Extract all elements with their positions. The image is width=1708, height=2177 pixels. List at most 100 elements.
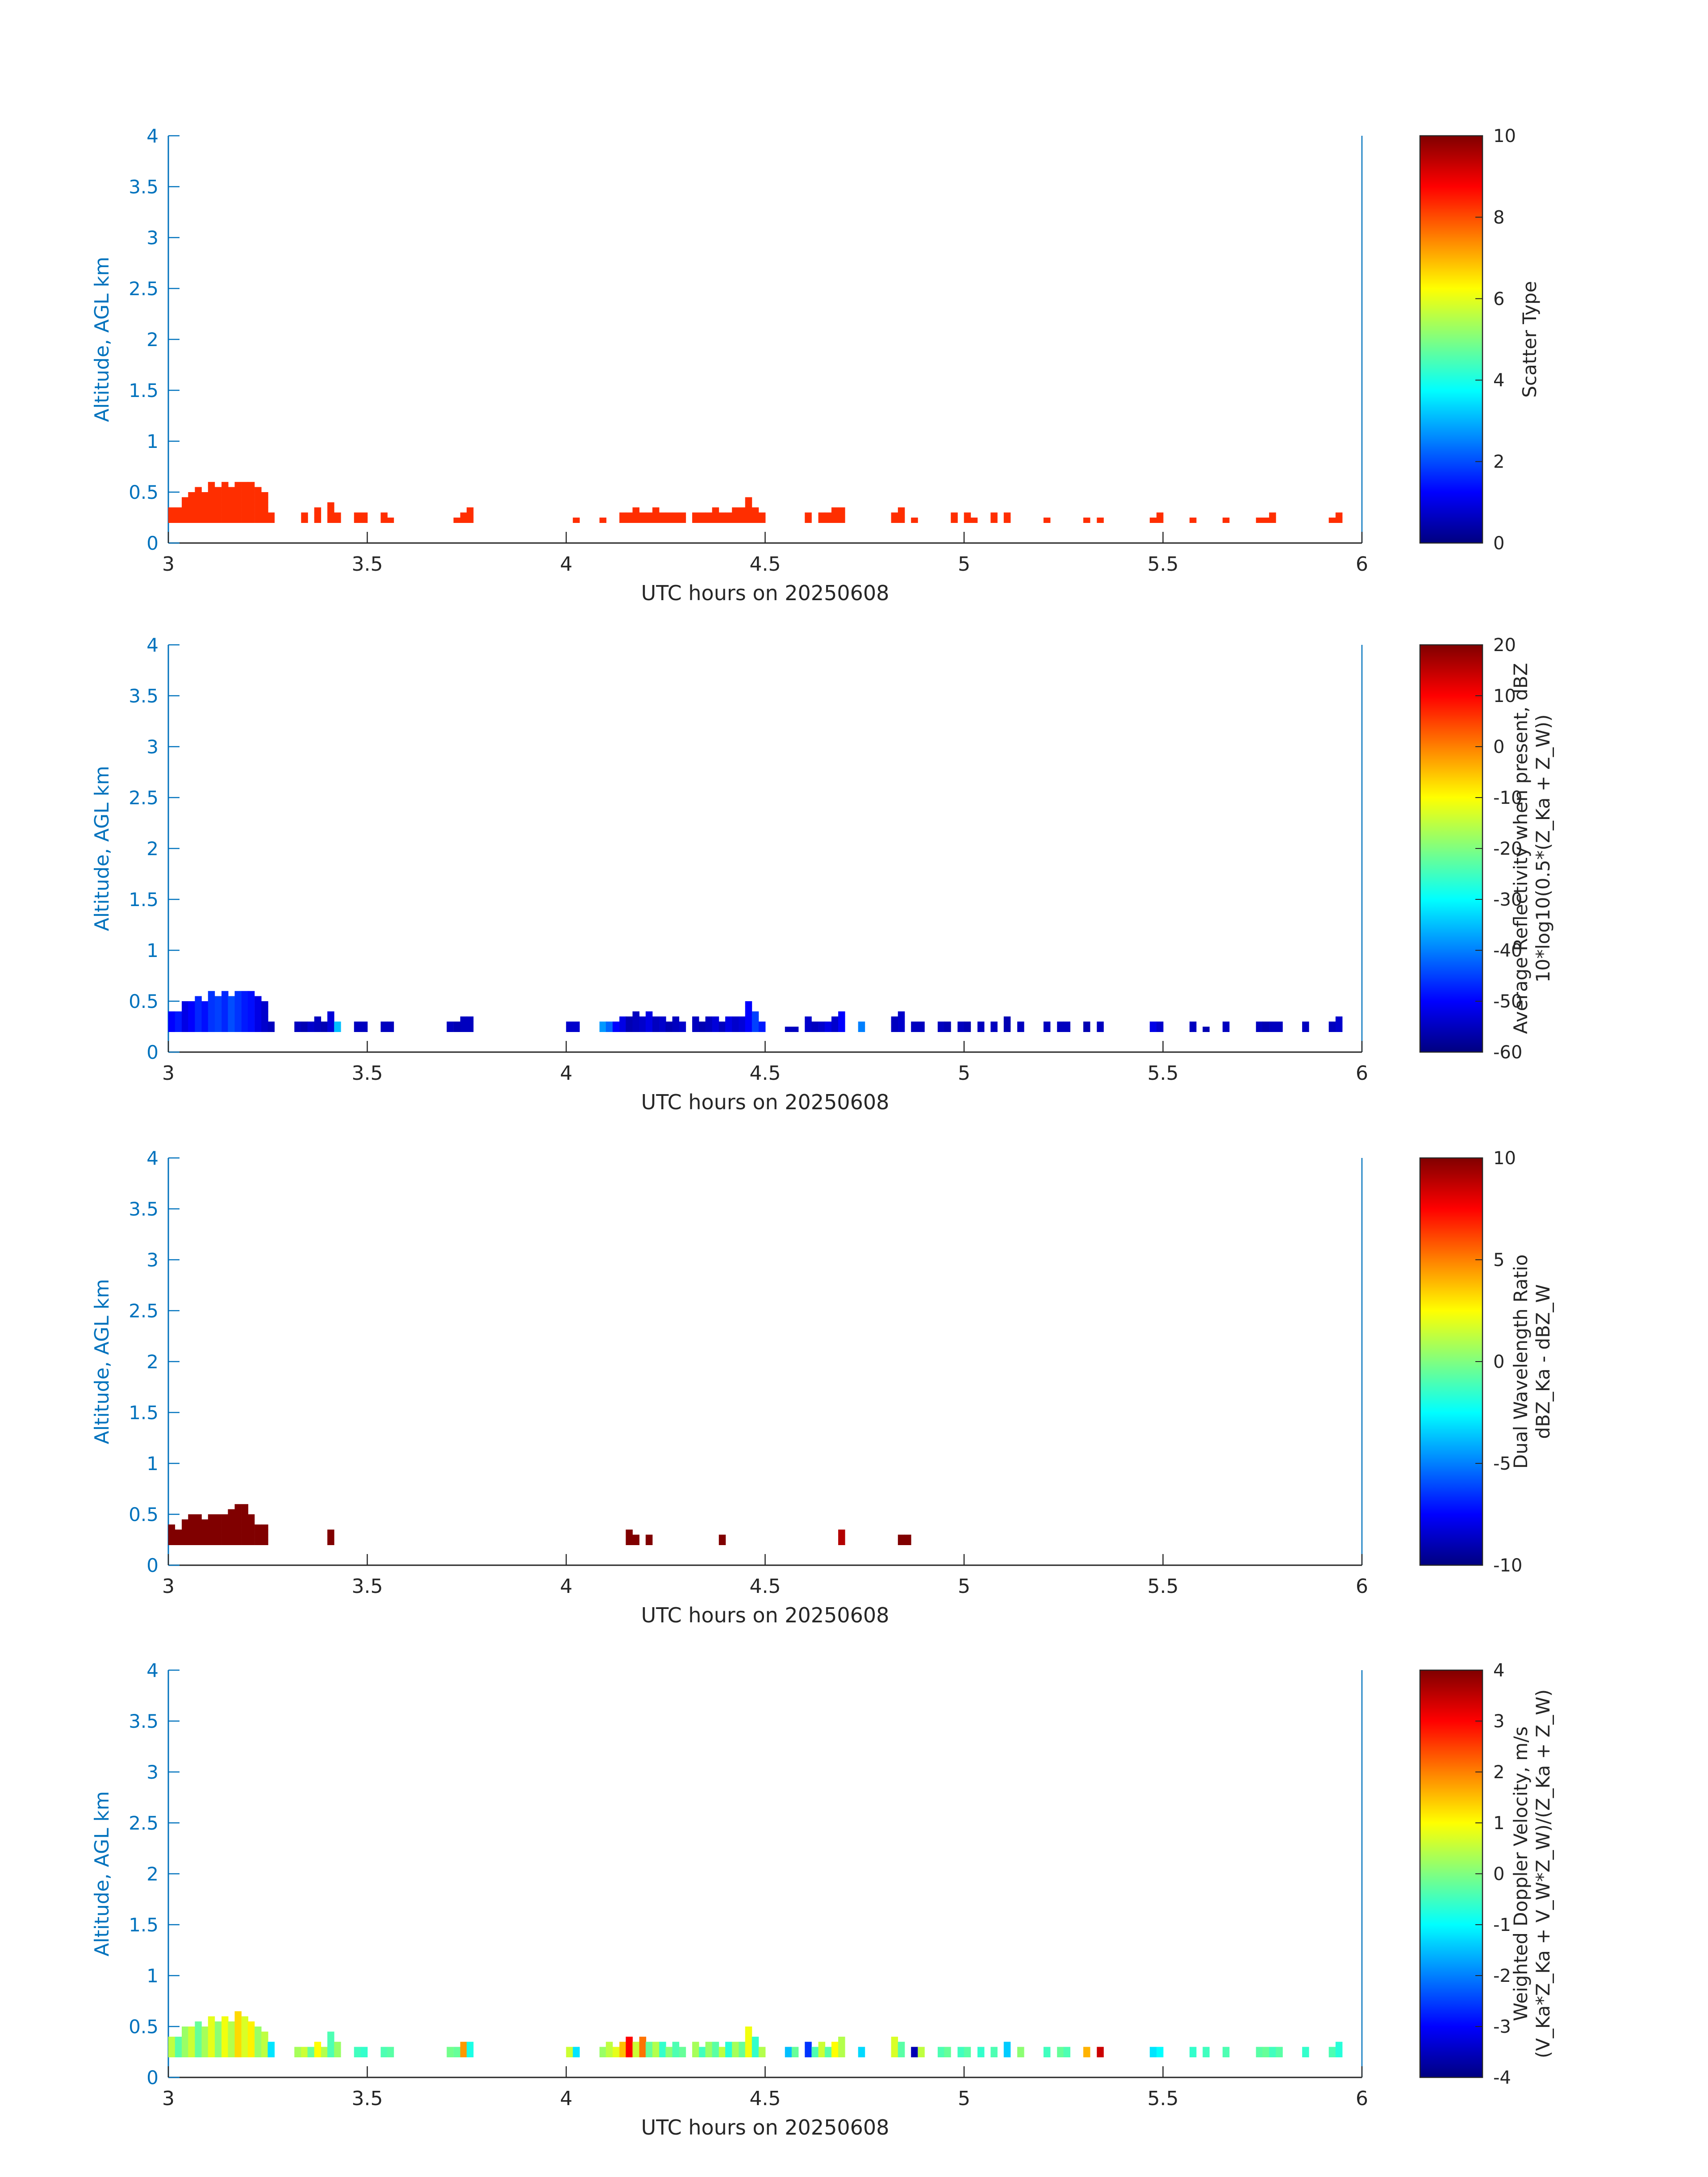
heatmap-cell xyxy=(898,1016,905,1022)
heatmap-cell xyxy=(1097,518,1104,523)
heatmap-cell xyxy=(805,2047,812,2052)
y-axis-label: Altitude, AGL km xyxy=(91,1791,113,1956)
x-tick-label: 5.5 xyxy=(1148,2087,1179,2110)
heatmap-cell xyxy=(990,2047,998,2052)
heatmap-cell xyxy=(354,518,361,523)
heatmap-cell xyxy=(752,1011,759,1017)
heatmap-cell xyxy=(791,2052,799,2057)
heatmap-cell xyxy=(725,1027,732,1032)
heatmap-cell xyxy=(705,1016,713,1022)
heatmap-cell xyxy=(334,1027,341,1032)
heatmap-cell xyxy=(228,1006,235,1012)
heatmap-cell xyxy=(321,1027,328,1032)
heatmap-cell xyxy=(626,1529,633,1535)
colorbar-tick-label: -40 xyxy=(1493,940,1522,961)
heatmap-cell xyxy=(572,2047,580,2052)
heatmap-cell xyxy=(261,1027,268,1032)
heatmap-cell xyxy=(208,1524,215,1530)
heatmap-cell xyxy=(752,1021,759,1027)
heatmap-cell xyxy=(221,2021,229,2027)
heatmap-cell xyxy=(188,502,195,508)
heatmap-cell xyxy=(566,1021,573,1027)
heatmap-cell xyxy=(234,487,242,493)
heatmap-cell xyxy=(241,497,248,503)
heatmap-cell xyxy=(261,1534,268,1540)
colorbar-label: dBZ_Ka - dBZ_W xyxy=(1532,1284,1554,1439)
heatmap-cell xyxy=(891,518,898,523)
heatmap-cell xyxy=(639,2047,647,2052)
heatmap-cell xyxy=(838,1021,845,1027)
heatmap-cell xyxy=(665,512,672,518)
heatmap-cell xyxy=(1149,518,1157,523)
heatmap-cell xyxy=(891,1016,898,1022)
heatmap-cell xyxy=(838,1529,845,1535)
heatmap-cell xyxy=(718,2052,726,2057)
x-tick-label: 3 xyxy=(162,1575,175,1598)
heatmap-cell xyxy=(990,1021,998,1027)
heatmap-cell xyxy=(247,518,255,523)
heatmap-cell xyxy=(831,2047,839,2052)
heatmap-cell xyxy=(208,2031,215,2037)
heatmap-cell xyxy=(215,1006,222,1012)
heatmap-cell xyxy=(215,2031,222,2037)
heatmap-cell xyxy=(307,2052,314,2057)
heatmap-cell xyxy=(659,518,666,523)
heatmap-cell xyxy=(718,1021,726,1027)
colorbar-tick-label: 20 xyxy=(1493,635,1516,656)
heatmap-cell xyxy=(201,1534,209,1540)
heatmap-cell xyxy=(175,1016,182,1022)
heatmap-cell xyxy=(818,512,826,518)
heatmap-cell xyxy=(168,1027,175,1032)
heatmap-cell xyxy=(215,492,222,497)
heatmap-cell xyxy=(652,2042,660,2047)
heatmap-cell xyxy=(1189,1027,1197,1032)
heatmap-cell xyxy=(247,512,255,518)
heatmap-cell xyxy=(228,2031,235,2037)
heatmap-cell xyxy=(918,1021,925,1027)
heatmap-cell xyxy=(460,518,468,523)
heatmap-cell xyxy=(215,1534,222,1540)
heatmap-cell xyxy=(175,1027,182,1032)
heatmap-cell xyxy=(221,492,229,497)
heatmap-cell xyxy=(1335,1021,1343,1027)
heatmap-cell xyxy=(188,1514,195,1520)
heatmap-cell xyxy=(201,1001,209,1007)
heatmap-cell xyxy=(1335,1016,1343,1022)
heatmap-cell xyxy=(1262,2052,1270,2057)
heatmap-cell xyxy=(208,492,215,497)
heatmap-cell xyxy=(327,2031,334,2037)
y-tick-label: 1 xyxy=(146,430,159,452)
heatmap-cell xyxy=(626,518,633,523)
heatmap-cell xyxy=(752,2036,759,2042)
y-tick-label: 1.5 xyxy=(129,380,159,401)
heatmap-cell xyxy=(467,1027,474,1032)
heatmap-cell xyxy=(752,2042,759,2047)
heatmap-cell xyxy=(460,2042,468,2047)
heatmap-cell xyxy=(188,1001,195,1007)
heatmap-cell xyxy=(831,507,839,513)
heatmap-cell xyxy=(467,1021,474,1027)
heatmap-cell xyxy=(1262,1027,1270,1032)
heatmap-cell xyxy=(267,1027,275,1032)
heatmap-cell xyxy=(1083,518,1090,523)
heatmap-cell xyxy=(234,2016,242,2022)
heatmap-cell xyxy=(201,492,209,497)
heatmap-cell xyxy=(261,518,268,523)
heatmap-cell xyxy=(221,497,229,503)
y-tick-label: 3 xyxy=(146,1249,159,1271)
heatmap-cell xyxy=(758,512,766,518)
heatmap-cell xyxy=(1276,1027,1283,1032)
heatmap-cell xyxy=(626,1016,633,1022)
heatmap-cell xyxy=(758,2052,766,2057)
heatmap-cell xyxy=(215,1519,222,1525)
heatmap-cell xyxy=(1335,2047,1343,2052)
heatmap-cell xyxy=(255,1529,262,1535)
heatmap-cell xyxy=(221,502,229,508)
heatmap-cell xyxy=(1063,2052,1070,2057)
heatmap-cell xyxy=(182,2047,189,2052)
heatmap-cell xyxy=(891,512,898,518)
heatmap-cell xyxy=(234,2031,242,2037)
heatmap-cell xyxy=(208,1534,215,1540)
heatmap-cell xyxy=(247,1529,255,1535)
colorbar-tick-label: -5 xyxy=(1493,1454,1511,1474)
